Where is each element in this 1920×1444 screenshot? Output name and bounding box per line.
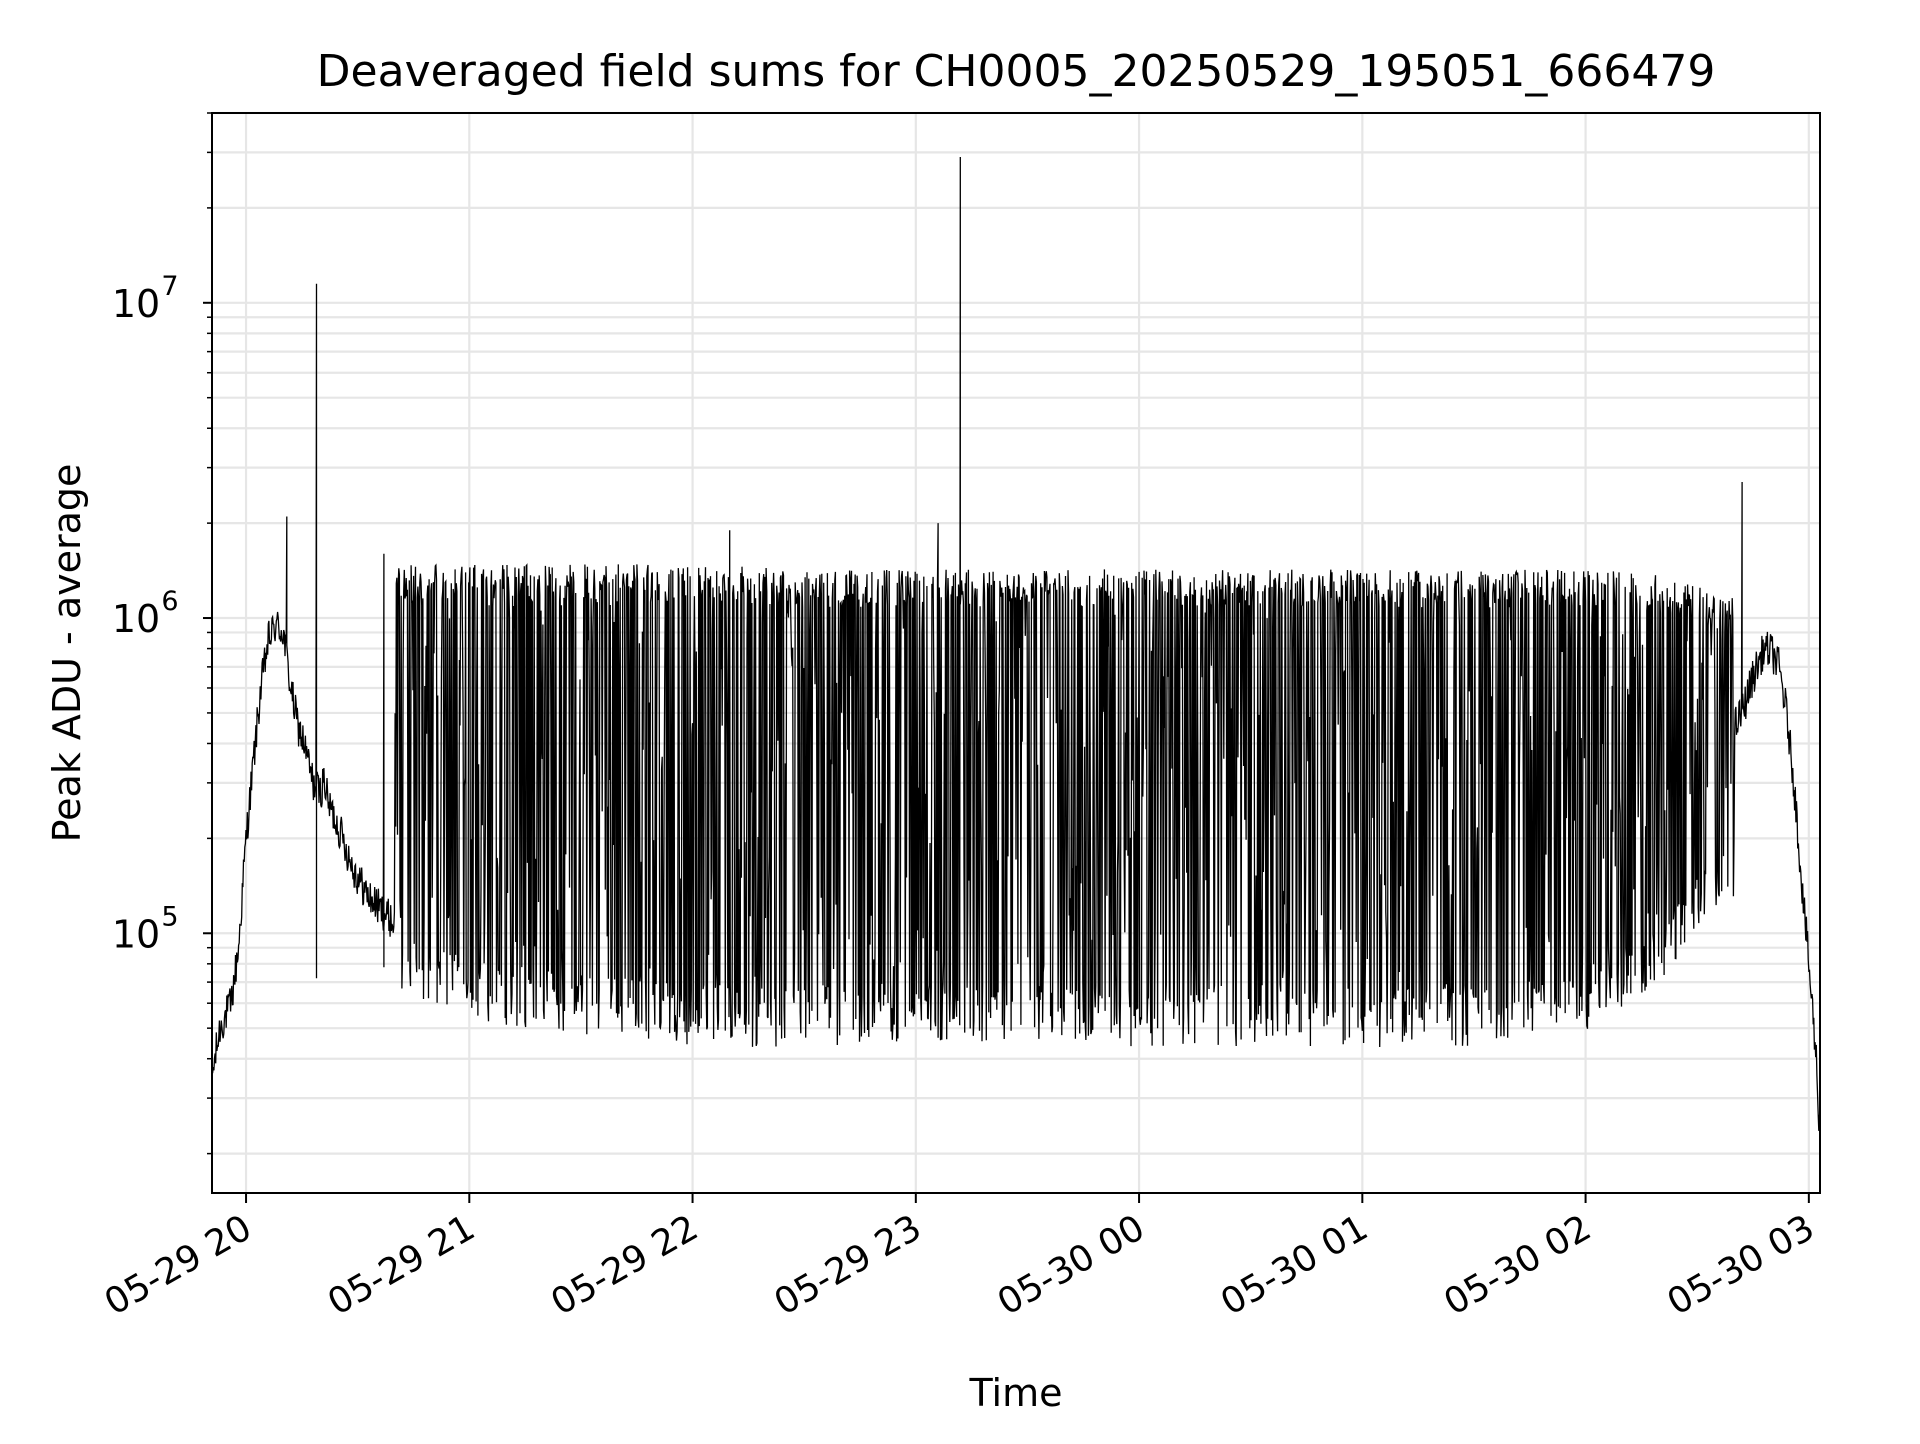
x-tick-label: 05-30 01 — [1214, 1207, 1375, 1323]
y-tick-label-exponent: 5 — [161, 901, 178, 932]
y-tick-label-base: 10 — [112, 282, 160, 326]
x-tick-label: 05-30 03 — [1661, 1207, 1822, 1323]
x-tick-label: 05-29 20 — [98, 1207, 259, 1323]
y-tick-label-exponent: 7 — [161, 271, 178, 302]
x-tick-label: 05-29 22 — [544, 1207, 705, 1323]
x-tick-label: 05-30 00 — [991, 1207, 1152, 1323]
y-axis-label: Peak ADU - average — [45, 464, 89, 843]
x-axis-label: Time — [969, 1371, 1063, 1415]
data-layer — [211, 156, 1821, 1153]
y-tick-label-exponent: 6 — [161, 586, 178, 617]
series-line — [211, 156, 1821, 1153]
x-tick-label: 05-30 02 — [1437, 1207, 1598, 1323]
plot-frame — [211, 112, 1821, 1194]
chart-title: Deaveraged field sums for CH0005_2025052… — [317, 46, 1716, 97]
y-tick-label-base: 10 — [112, 597, 160, 641]
y-tick-label: 10 6 — [112, 586, 179, 641]
y-tick-label: 10 7 — [112, 271, 179, 326]
x-tick-label: 05-29 23 — [768, 1207, 929, 1323]
x-axis: 05-29 20 05-29 21 05-29 22 05-29 23 05-30 00… — [98, 1193, 1821, 1324]
x-tick-label: 05-29 21 — [321, 1207, 482, 1323]
y-tick-label-base: 10 — [112, 912, 160, 956]
y-tick-label: 10 5 — [112, 901, 179, 956]
